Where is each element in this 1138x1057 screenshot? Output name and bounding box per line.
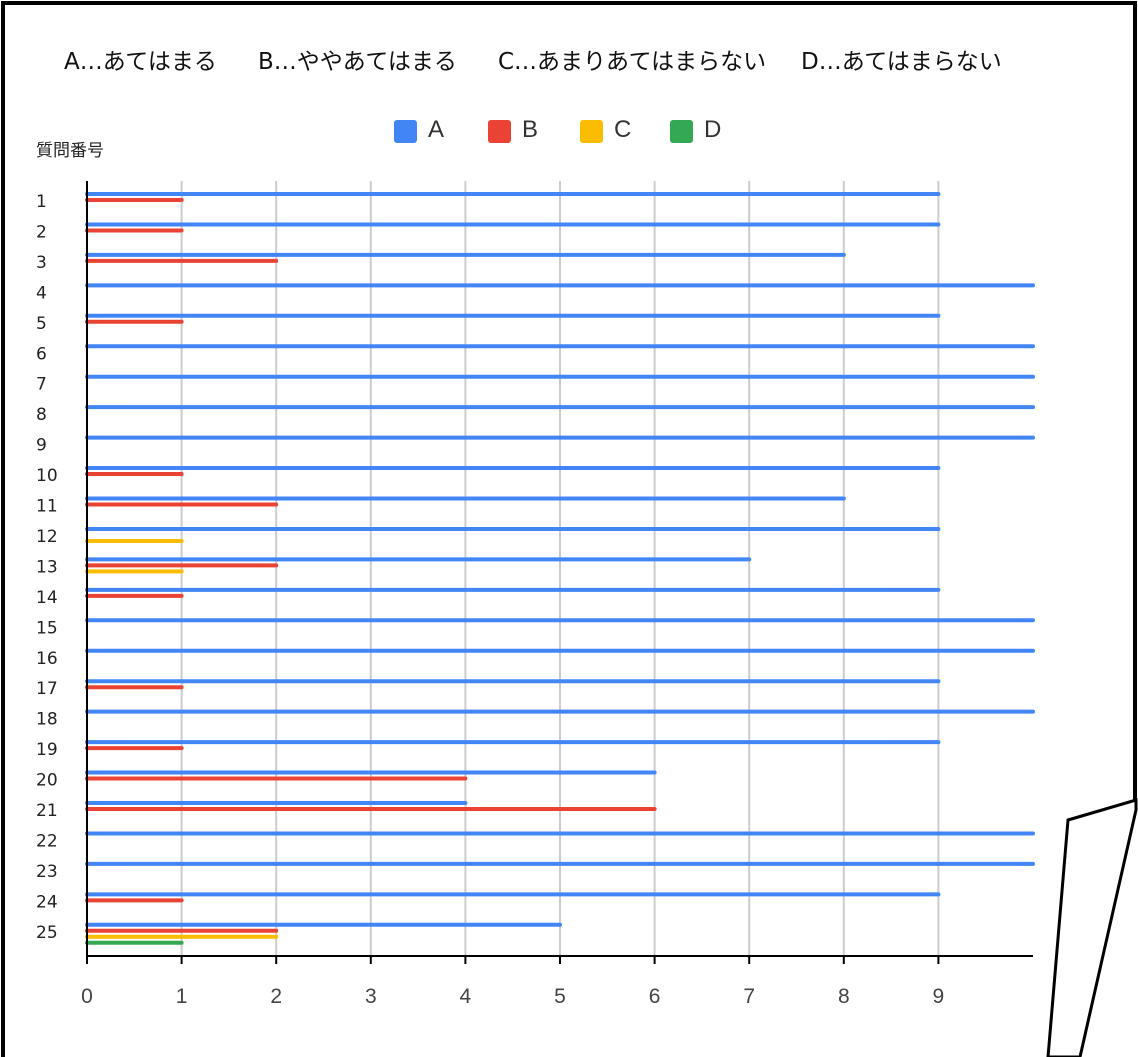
x-tick-label: 1 — [176, 985, 188, 1008]
y-tick-label: 2 — [36, 222, 47, 242]
y-tick-label: 7 — [36, 375, 47, 395]
definition-d: D…あてはまらない — [801, 49, 1002, 75]
x-tick-label: 4 — [460, 985, 472, 1008]
y-tick-label: 12 — [36, 527, 58, 547]
x-tick-label: 6 — [649, 985, 661, 1008]
x-tick-label: 8 — [838, 985, 850, 1008]
x-tick-label: 5 — [554, 985, 566, 1008]
y-tick-label: 24 — [36, 892, 58, 912]
y-tick-label: 11 — [36, 497, 58, 517]
y-tick-label: 20 — [36, 771, 58, 791]
y-tick-label: 14 — [36, 588, 58, 608]
y-tick-label: 8 — [36, 405, 47, 425]
x-tick-label: 3 — [365, 985, 377, 1008]
y-tick-label: 23 — [36, 862, 58, 882]
y-tick-label: 22 — [36, 831, 58, 851]
y-tick-label: 9 — [36, 436, 47, 456]
y-tick-label: 15 — [36, 618, 58, 638]
y-tick-label: 10 — [36, 466, 58, 486]
y-tick-label: 21 — [36, 801, 58, 821]
legend-swatch-b — [488, 120, 511, 143]
y-tick-label: 18 — [36, 710, 58, 730]
y-tick-label: 13 — [36, 557, 58, 577]
legend-label-b: B — [522, 116, 539, 143]
y-tick-label: 1 — [36, 192, 47, 212]
y-axis-title: 質問番号 — [36, 141, 104, 161]
y-tick-label: 19 — [36, 740, 58, 760]
x-tick-label: 0 — [81, 985, 93, 1008]
y-tick-label: 5 — [36, 314, 47, 334]
y-tick-label: 16 — [36, 649, 58, 669]
legend-swatch-a — [394, 120, 417, 143]
folded-corner — [1046, 797, 1138, 1057]
y-tick-label: 25 — [36, 923, 58, 943]
legend-label-c: C — [614, 116, 632, 143]
y-tick-label: 4 — [36, 283, 47, 303]
y-tick-label: 6 — [36, 344, 47, 364]
definition-a: A…あてはまる — [64, 49, 217, 75]
x-tick-label: 7 — [743, 985, 755, 1008]
x-tick-label: 9 — [933, 985, 945, 1008]
definition-c: C…あまりあてはまらない — [498, 49, 767, 75]
legend-label-a: A — [428, 116, 445, 143]
x-tick-label: 2 — [270, 985, 282, 1008]
legend-swatch-c — [580, 120, 603, 143]
y-tick-label: 3 — [36, 253, 47, 273]
y-tick-label: 17 — [36, 679, 58, 699]
legend-swatch-d — [670, 120, 693, 143]
definition-b: B…ややあてはまる — [258, 49, 457, 75]
legend-label-d: D — [704, 116, 722, 143]
